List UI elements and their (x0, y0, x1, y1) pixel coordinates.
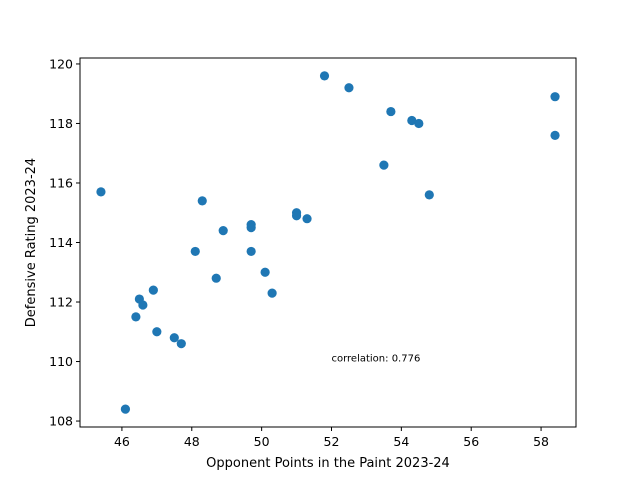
data-point (550, 130, 560, 140)
y-tick-label: 116 (49, 175, 73, 190)
data-point (246, 223, 256, 233)
y-axis-label: Defensive Rating 2023-24 (24, 158, 39, 327)
data-point (169, 333, 179, 343)
x-tick-label: 50 (254, 434, 270, 449)
y-axis: 108 110 112 114 116 118 120 (49, 56, 80, 429)
data-point (550, 92, 560, 102)
x-axis: 46 48 50 52 54 56 58 (114, 427, 549, 449)
x-axis-label: Opponent Points in the Paint 2023-24 (206, 456, 450, 471)
y-tick-label: 112 (49, 295, 73, 310)
x-tick-label: 58 (533, 434, 549, 449)
data-point (176, 339, 186, 349)
y-tick-label: 114 (49, 235, 73, 250)
data-point (148, 285, 158, 295)
y-tick-label: 108 (49, 414, 73, 429)
data-point (414, 118, 424, 129)
y-tick-label: 110 (49, 354, 73, 369)
data-point (424, 190, 434, 200)
points-layer (96, 71, 560, 414)
data-point (267, 288, 277, 298)
data-point (211, 273, 221, 283)
x-tick-label: 46 (114, 434, 130, 449)
data-point (302, 214, 312, 224)
data-point (386, 106, 396, 117)
x-tick-label: 52 (324, 434, 340, 449)
data-point (131, 312, 141, 322)
data-point (246, 246, 256, 257)
correlation-annotation: correlation: 0.776 (331, 354, 420, 365)
data-point (260, 267, 270, 277)
x-tick-label: 56 (463, 434, 479, 449)
data-point (344, 83, 354, 93)
data-point (379, 160, 389, 170)
data-point (152, 327, 162, 337)
data-point (407, 115, 417, 126)
y-tick-label: 120 (49, 56, 73, 71)
x-tick-label: 48 (184, 434, 200, 449)
data-point (319, 71, 330, 81)
y-tick-label: 118 (49, 116, 73, 131)
data-point (96, 187, 106, 197)
data-point (190, 246, 200, 257)
data-point (120, 404, 131, 414)
data-point (218, 225, 228, 236)
x-tick-label: 54 (393, 434, 409, 449)
data-point (291, 211, 302, 221)
data-point (197, 196, 207, 206)
data-point (138, 300, 148, 310)
